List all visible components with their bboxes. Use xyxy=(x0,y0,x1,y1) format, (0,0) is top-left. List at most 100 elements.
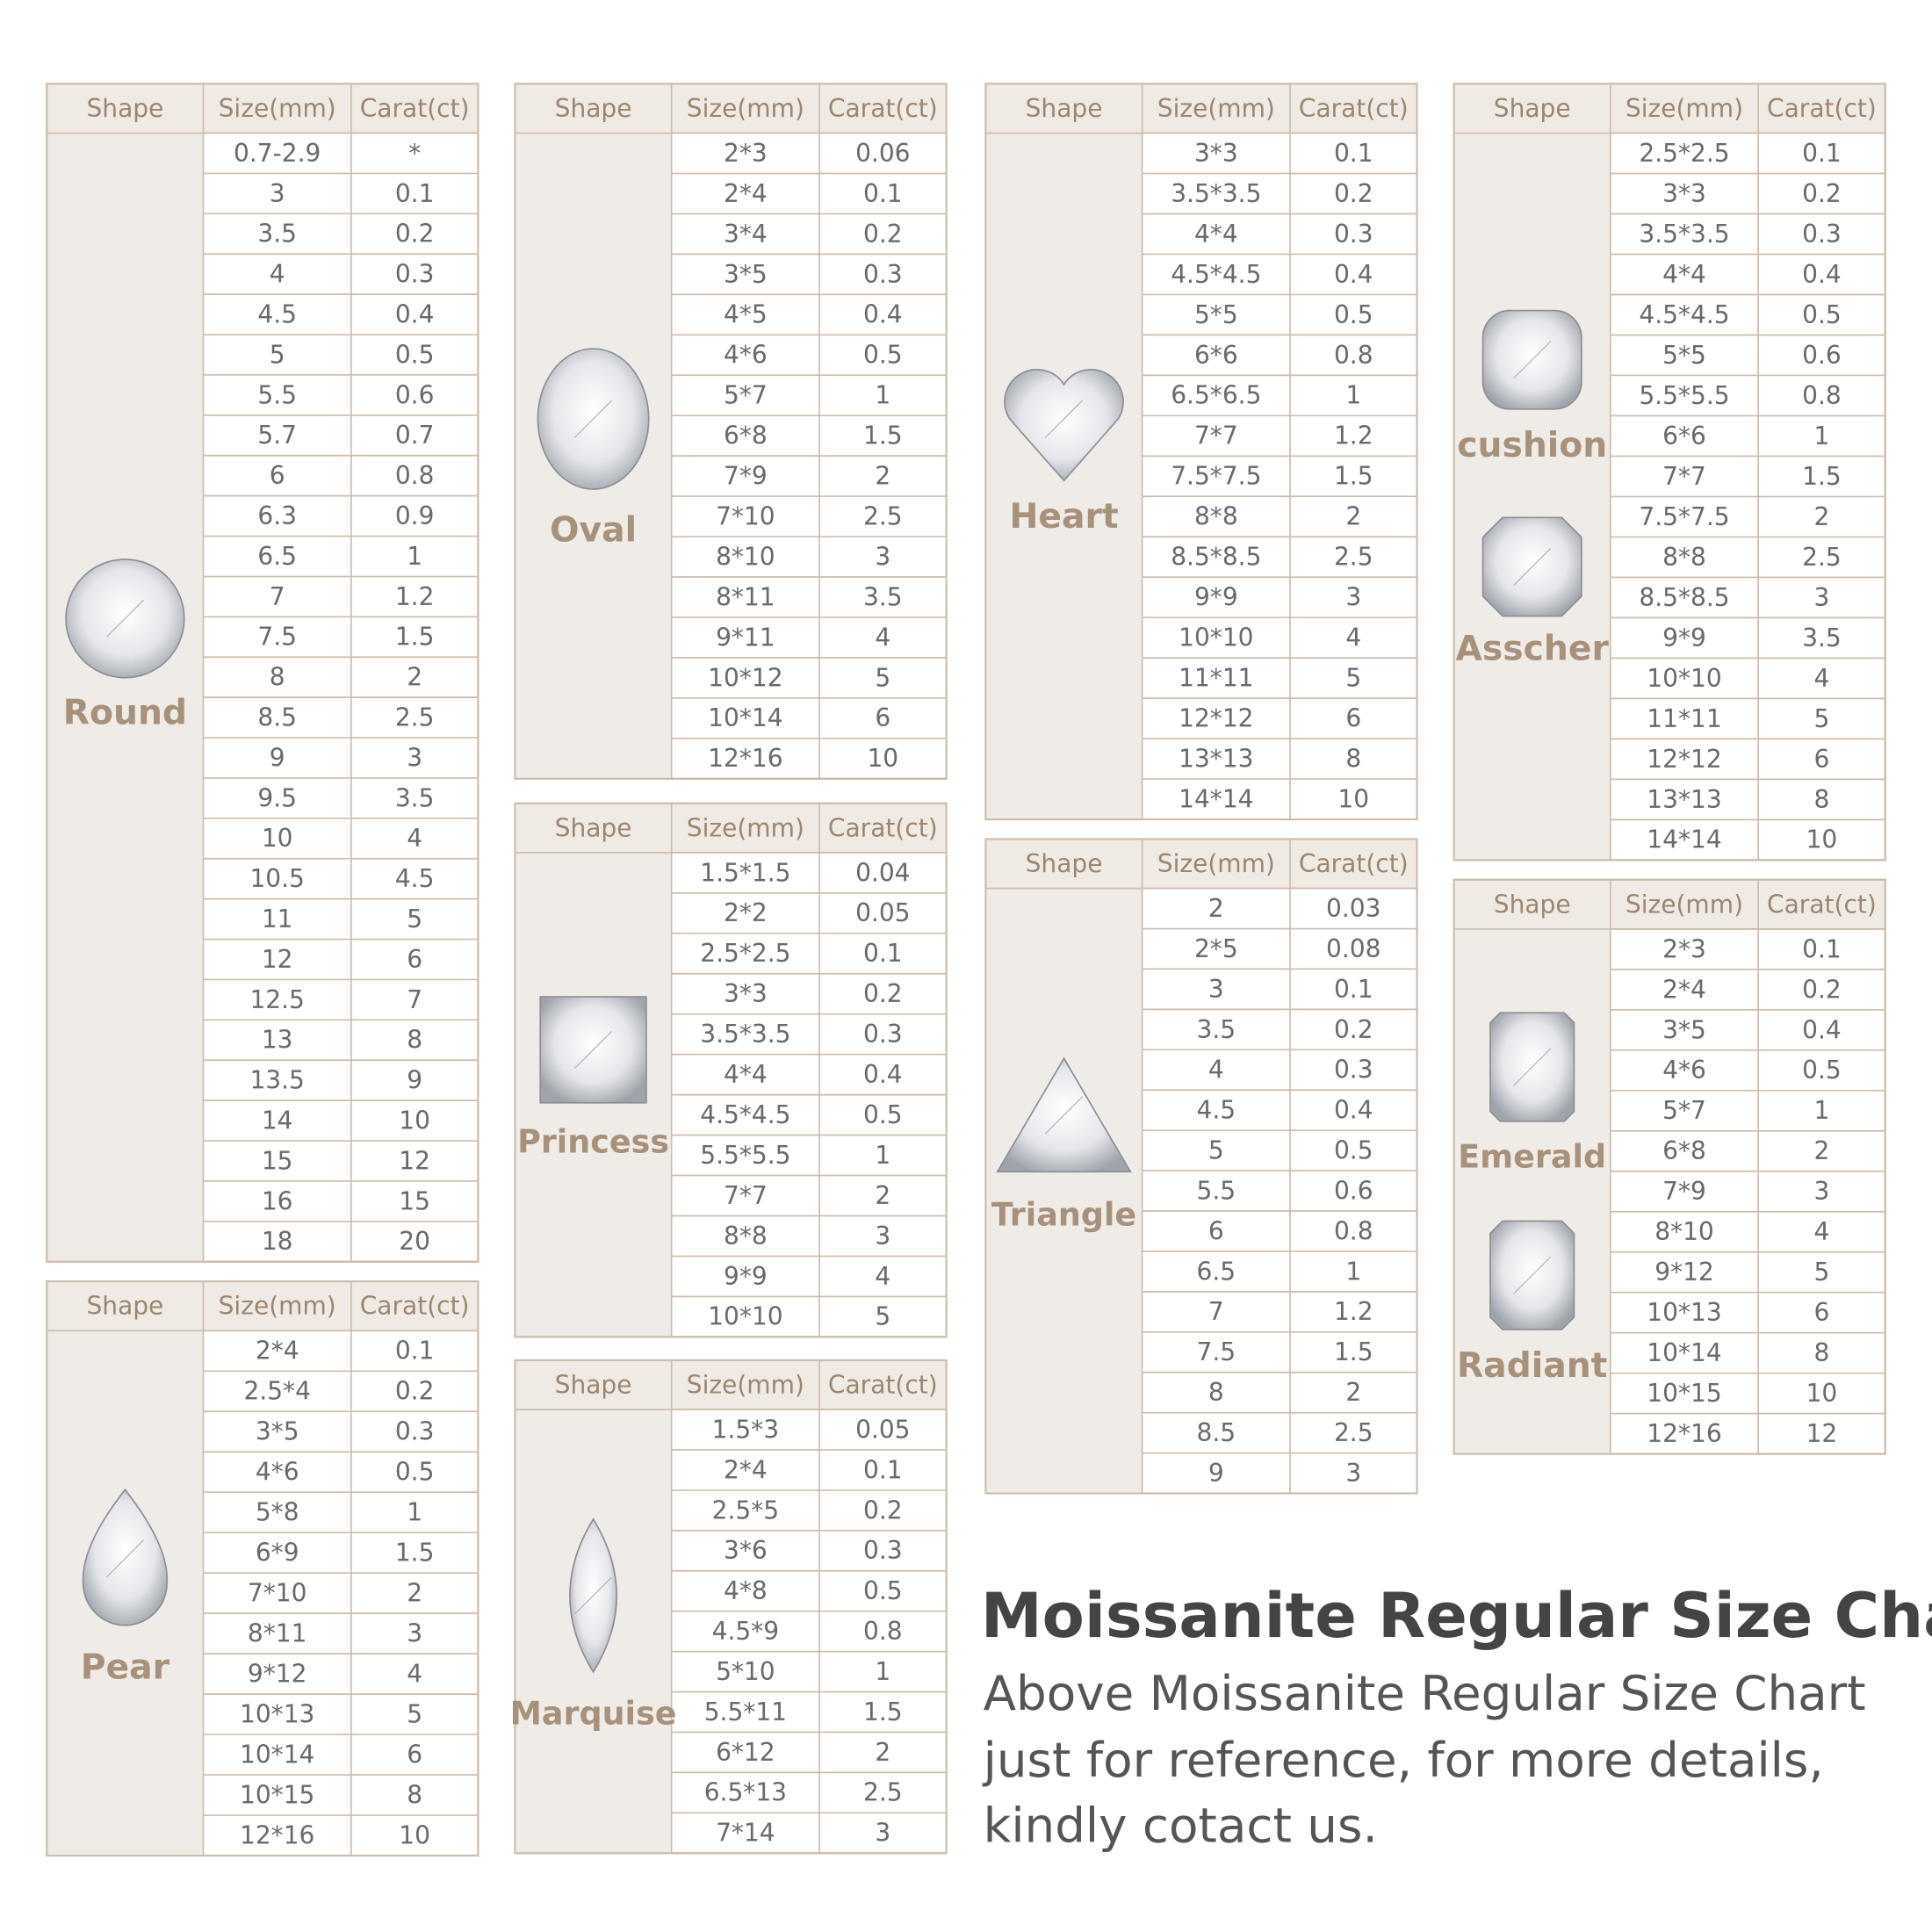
table-cell: 0.7-2.9 xyxy=(234,139,321,168)
table-cell: 0.3 xyxy=(395,1417,435,1446)
table-cell: 2*2 xyxy=(724,898,768,927)
table-cell: 5.5*5.5 xyxy=(1639,381,1729,410)
shape-label: Asscher xyxy=(1456,629,1610,668)
table-cell: 10 xyxy=(1806,1379,1838,1408)
table-cell: 6 xyxy=(1813,1298,1829,1327)
table-cell: 8 xyxy=(1208,1378,1224,1407)
table-cell: 0.4 xyxy=(863,300,903,329)
table-cell: 10*15 xyxy=(1647,1379,1721,1408)
shape-label: Princess xyxy=(517,1123,669,1161)
table-cell: 13*13 xyxy=(1179,744,1253,773)
header-cell: Shape xyxy=(555,813,632,842)
table-cell: 4*5 xyxy=(724,300,768,329)
table-cell: 12 xyxy=(1806,1419,1838,1448)
table-cell: 5.5*5.5 xyxy=(700,1141,790,1170)
table-cell: 3.5 xyxy=(1802,624,1842,652)
gem-facet xyxy=(105,1539,144,1578)
table-cell: 6 xyxy=(1813,745,1829,774)
table-cell: 9*12 xyxy=(1654,1258,1714,1287)
table-border xyxy=(514,802,948,1338)
table-cell: 10*10 xyxy=(1179,624,1253,652)
table-cell: 9*11 xyxy=(716,623,775,652)
table-cell: 4.5*4.5 xyxy=(700,1100,790,1129)
table-cell: 1.2 xyxy=(395,582,435,611)
table-cell: 15 xyxy=(399,1186,430,1215)
header-cell: Size(mm) xyxy=(687,813,804,842)
table-cell: 10 xyxy=(867,744,898,773)
table-cell: 0.2 xyxy=(395,220,435,249)
table-cell: 4.5*9 xyxy=(712,1617,779,1646)
table-cell: 2*4 xyxy=(724,1455,768,1484)
table-cell: 1.5*3 xyxy=(712,1415,779,1444)
table-cell: 0.4 xyxy=(1802,1015,1842,1044)
table-cell: 0.2 xyxy=(1334,1015,1373,1044)
table-cell: 12*12 xyxy=(1647,745,1721,774)
gem-facet xyxy=(1513,1256,1552,1294)
header-bg xyxy=(1453,879,1885,929)
table-border xyxy=(46,83,479,1263)
table-cell: 5*5 xyxy=(1194,300,1238,329)
table-cell: 10*10 xyxy=(1647,664,1721,693)
table-cell: 3 xyxy=(1345,1459,1361,1488)
table-cell: 0.6 xyxy=(395,380,435,409)
table-cell: 8*8 xyxy=(1194,502,1238,531)
table-cell: 5 xyxy=(1345,664,1361,693)
table-cell: 6 xyxy=(875,703,890,732)
table-cell: 1.5 xyxy=(1802,462,1842,491)
table-cell: 6 xyxy=(407,1740,422,1769)
table-cell: 10*13 xyxy=(240,1699,314,1728)
table-cell: 10*14 xyxy=(708,703,782,732)
table-cell: 10 xyxy=(1806,825,1838,854)
table-cell: 0.04 xyxy=(855,858,910,887)
table-cell: 1.5 xyxy=(863,1698,903,1727)
table-cell: 0.2 xyxy=(863,979,903,1008)
table-cell: 4*8 xyxy=(724,1576,768,1605)
table-cell: 2*5 xyxy=(1194,934,1238,963)
table-cell: 5 xyxy=(875,663,890,692)
table-cell: 4.5*4.5 xyxy=(1171,260,1261,289)
table-cell: 0.4 xyxy=(1802,260,1842,289)
table-cell: 0.2 xyxy=(1334,179,1373,208)
gem-icon xyxy=(82,1488,169,1626)
table-cell: 7*9 xyxy=(1662,1177,1706,1206)
table-cell: 1 xyxy=(1345,1257,1361,1286)
gem-facet xyxy=(1045,400,1083,438)
shape-label: Pear xyxy=(81,1648,170,1688)
table-cell: 7.5 xyxy=(1197,1337,1236,1366)
table-cell: 0.8 xyxy=(1334,1216,1373,1245)
shape-label: Emerald xyxy=(1458,1137,1606,1175)
table-cell: 3 xyxy=(875,1222,890,1251)
table-cell: 6.5*13 xyxy=(704,1778,787,1807)
table-cell: 0.3 xyxy=(1802,220,1842,249)
table-cell: 3*3 xyxy=(724,979,768,1008)
table-cell: 0.05 xyxy=(855,898,910,927)
gem-facet xyxy=(574,400,613,438)
table-cell: 5 xyxy=(1813,704,1829,733)
tables: Shape Size(mm) Carat(ct) 0.7-2.9 * 3 0.1 3.5 0.2… xyxy=(46,83,1886,1857)
table-cell: 7.5*7.5 xyxy=(1639,502,1729,531)
table-cell: 12*16 xyxy=(240,1820,314,1849)
table-cell: 3 xyxy=(270,179,285,208)
table-cell: 5 xyxy=(875,1302,890,1331)
table-cell: 0.3 xyxy=(395,260,435,289)
table-cell: 2.5*2.5 xyxy=(700,939,790,968)
table-cell: 0.1 xyxy=(863,179,903,208)
gem-facet xyxy=(574,1030,613,1069)
header-bg xyxy=(515,83,947,133)
table-cell: 6*6 xyxy=(1194,341,1238,370)
table-cell: 0.4 xyxy=(1334,1096,1373,1125)
table-cell: 8*11 xyxy=(716,582,775,611)
table-cell: 0.6 xyxy=(1802,341,1842,370)
table-cell: 5*7 xyxy=(1662,1096,1706,1125)
table-cell: 8.5 xyxy=(1197,1418,1236,1447)
table-cell: 0.5 xyxy=(1802,300,1842,329)
table-cell: 1.2 xyxy=(1334,422,1373,451)
table-cell: 0.08 xyxy=(1326,934,1381,963)
table-cell: 10*12 xyxy=(708,663,782,692)
header-cell: Size(mm) xyxy=(1626,890,1743,919)
table-cell: 8*10 xyxy=(716,542,775,571)
table-cell: 1.2 xyxy=(1334,1297,1373,1326)
table-cell: 6*8 xyxy=(1662,1136,1706,1165)
table-cell: 0.8 xyxy=(1802,381,1842,410)
table-cell: 0.2 xyxy=(863,1496,903,1525)
